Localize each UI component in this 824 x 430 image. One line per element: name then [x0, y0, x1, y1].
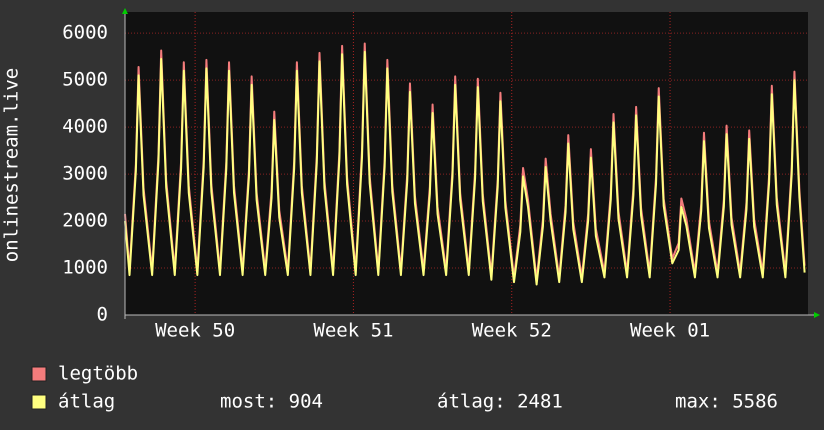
- x-tick-label: Week 01: [630, 320, 710, 342]
- x-tick-label: Week 52: [472, 320, 552, 342]
- legend-swatch: [31, 366, 47, 382]
- legend-swatch: [31, 394, 47, 410]
- y-tick-label: 4000: [62, 116, 108, 138]
- series-line: [124, 50, 806, 286]
- x-tick-label: Week 50: [155, 320, 235, 342]
- y-axis-label: onlinestream.live: [1, 68, 23, 262]
- y-tick-label: 0: [97, 304, 108, 326]
- lines: [124, 42, 806, 286]
- axis-arrow: [122, 8, 128, 14]
- labels: 0 1000 2000 3000 4000 5000 6000 Week 50 Week 51 W…: [31, 22, 778, 413]
- y-tick-label: 2000: [62, 210, 108, 232]
- legend-label: átlag: [58, 391, 115, 413]
- axis-arrow: [814, 312, 820, 318]
- stat-text: átlag: 2481: [437, 391, 563, 413]
- y-tick-label: 3000: [62, 163, 108, 185]
- y-tick-label: 1000: [62, 257, 108, 279]
- y-tick-label: 5000: [62, 69, 108, 91]
- stat-text: most: 904: [220, 391, 323, 413]
- legend-label: legtöbb: [58, 363, 138, 385]
- stat-text: max: 5586: [675, 391, 778, 413]
- y-tick-label: 6000: [62, 22, 108, 44]
- x-tick-label: Week 51: [313, 320, 393, 342]
